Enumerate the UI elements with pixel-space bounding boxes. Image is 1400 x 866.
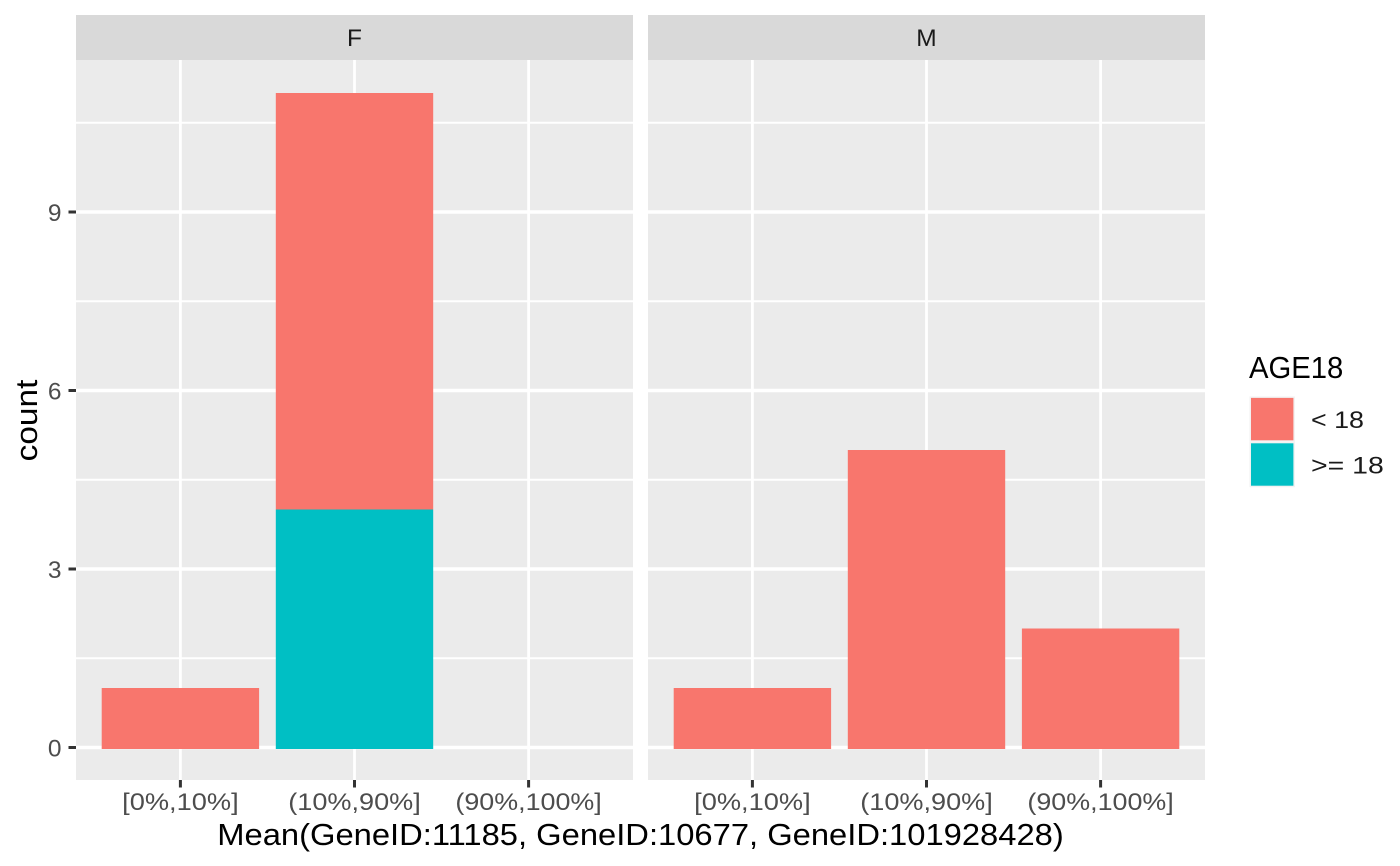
svg-text:3: 3: [48, 557, 62, 584]
svg-text:[0%,10%]: [0%,10%]: [694, 789, 811, 816]
svg-text:(10%,90%]: (10%,90%]: [288, 789, 421, 816]
svg-text:count: count: [10, 379, 44, 461]
svg-text:(90%,100%]: (90%,100%]: [1027, 789, 1173, 816]
svg-text:>= 18: >= 18: [1311, 452, 1384, 479]
svg-text:(90%,100%]: (90%,100%]: [455, 789, 601, 816]
svg-text:Mean(GeneID:11185, GeneID:1067: Mean(GeneID:11185, GeneID:10677, GeneID:…: [217, 818, 1064, 852]
svg-text:< 18: < 18: [1311, 407, 1364, 434]
svg-text:M: M: [916, 25, 936, 52]
svg-text:(10%,90%]: (10%,90%]: [860, 789, 993, 816]
svg-text:[0%,10%]: [0%,10%]: [122, 789, 239, 816]
svg-text:0: 0: [48, 735, 62, 762]
svg-text:AGE18: AGE18: [1249, 351, 1343, 385]
svg-text:9: 9: [48, 200, 62, 227]
svg-text:6: 6: [48, 378, 62, 405]
svg-text:F: F: [347, 25, 362, 52]
